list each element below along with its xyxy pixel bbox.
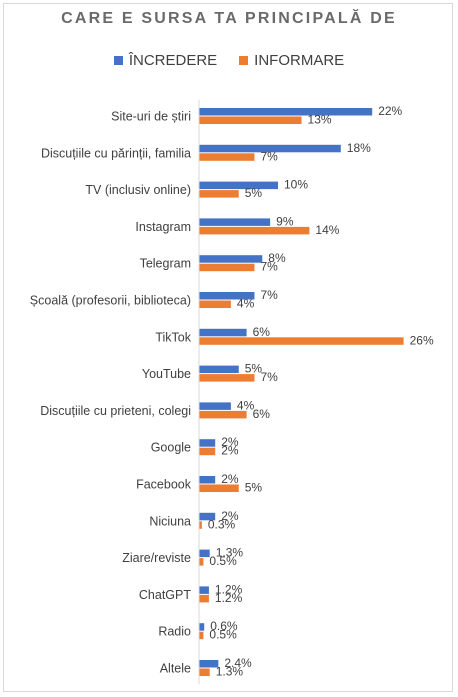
category-label: TikTok (155, 330, 191, 344)
bar-increderea (199, 512, 216, 521)
legend-label-series-2: INFORMARE (254, 52, 345, 69)
bar-increderea (199, 549, 210, 558)
category-label: Școală (profesorii, biblioteca) (30, 294, 191, 308)
bar-increderea (199, 218, 271, 226)
data-label: 7% (260, 288, 278, 302)
data-label: 22% (378, 104, 402, 118)
data-label: 2% (221, 435, 239, 449)
data-label: 1.2% (215, 582, 243, 596)
category-label: Instagram (135, 220, 191, 234)
bar-increderea (199, 365, 239, 374)
data-label: 2% (221, 509, 239, 523)
legend-swatch-series-1 (113, 56, 123, 65)
bar-increderea (199, 439, 216, 447)
data-label: 2.4% (224, 656, 252, 670)
bar-informare (199, 263, 255, 272)
data-label: 0.5% (209, 628, 237, 642)
data-label: 14% (315, 223, 339, 237)
data-label: 7% (260, 260, 278, 274)
data-label: 13% (308, 113, 332, 127)
chart-legend: ÎNCREDERE INFORMARE (0, 52, 458, 69)
bar-informare (199, 668, 210, 676)
bar-increderea (199, 328, 247, 337)
legend-swatch-series-2 (239, 56, 249, 65)
data-label: 26% (410, 333, 434, 347)
data-label: 5% (245, 186, 263, 200)
category-label: Altele (160, 662, 191, 676)
data-label: 4% (237, 297, 255, 311)
data-label: 9% (276, 214, 294, 228)
data-label: 0.6% (210, 619, 238, 633)
bar-increderea (199, 255, 263, 263)
bar-informare (199, 594, 209, 603)
bar-informare (199, 337, 404, 345)
bar-informare (199, 484, 239, 492)
bar-increderea (199, 144, 341, 153)
category-label: Radio (158, 625, 191, 639)
category-label: Telegram (140, 257, 191, 271)
category-label: Site-uri de știri (111, 110, 191, 124)
bar-increderea (199, 181, 278, 190)
bar-increderea (199, 292, 255, 300)
category-label: Discuțiile cu părinții, familia (41, 146, 191, 160)
bar-informare (199, 410, 247, 419)
bar-increderea (199, 586, 209, 594)
data-label: 6% (253, 407, 271, 421)
data-label: 8% (268, 251, 286, 265)
bar-informare (199, 447, 216, 456)
category-label: Ziare/reviste (122, 551, 191, 565)
bar-informare (199, 521, 202, 529)
data-label: 1.2% (215, 591, 243, 605)
category-label: Discuțiile cu prieteni, colegi (40, 404, 191, 418)
data-label: 10% (284, 178, 308, 192)
category-label: TV (inclusiv online) (85, 183, 191, 197)
bar-informare (199, 116, 302, 124)
data-label: 2% (221, 444, 239, 458)
legend-item-series-2: INFORMARE (239, 52, 344, 69)
bar-informare (199, 190, 239, 198)
data-label: 5% (245, 362, 263, 376)
legend-item-series-1: ÎNCREDERE (113, 52, 218, 69)
legend-label-series-1: ÎNCREDERE (128, 52, 218, 69)
data-label: 2% (221, 472, 239, 486)
data-label: 5% (245, 481, 263, 495)
bar-informare (199, 153, 255, 161)
category-label: Facebook (136, 478, 192, 492)
bar-increderea (199, 476, 216, 484)
data-label: 1.3% (216, 546, 244, 560)
category-label: YouTube (142, 367, 191, 381)
bar-informare (199, 631, 204, 640)
chart-frame (3, 3, 453, 692)
category-label: Niciuna (149, 514, 191, 528)
bar-informare (199, 226, 310, 235)
data-label: 0.3% (208, 517, 236, 531)
bar-informare (199, 300, 231, 308)
bar-increderea (199, 660, 219, 668)
data-label: 18% (347, 141, 371, 155)
bar-informare (199, 558, 204, 566)
bar-increderea (199, 108, 373, 116)
data-label: 0.5% (209, 554, 237, 568)
chart-title: CARE E SURSA TA PRINCIPALĂ DE (61, 10, 397, 27)
bar-increderea (199, 402, 231, 410)
data-label: 1.3% (216, 665, 244, 679)
bar-informare (199, 374, 255, 382)
bar-increderea (199, 623, 205, 631)
data-label: 7% (260, 149, 278, 163)
category-label: Google (151, 441, 191, 455)
data-label: 4% (237, 398, 255, 412)
data-label: 7% (260, 370, 278, 384)
category-label: ChatGPT (139, 588, 191, 602)
data-label: 6% (253, 325, 271, 339)
